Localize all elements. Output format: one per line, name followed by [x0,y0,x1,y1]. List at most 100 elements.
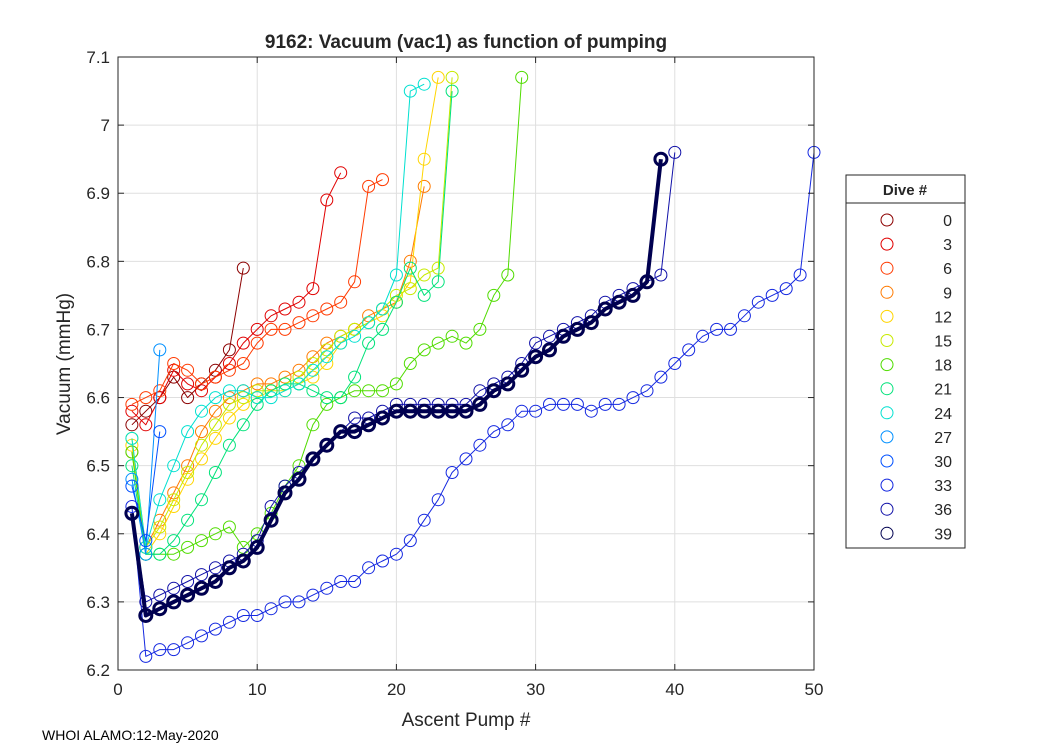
series-dive-39 [124,151,669,623]
data-point [278,302,292,316]
data-point [320,302,334,316]
data-point [236,336,250,350]
data-point [668,357,682,370]
legend-label: 15 [934,334,952,351]
y-axis-label: Vacuum (mmHg) [54,293,75,435]
data-point [236,540,250,554]
plot-frame [117,56,815,671]
data-point [278,322,292,336]
series-line-dive-15 [131,77,453,548]
data-point [181,377,195,391]
data-point [431,336,445,350]
data-point [181,466,195,479]
data-point [320,581,334,595]
data-point [320,350,334,364]
data-point [208,418,222,432]
data-point [779,282,793,296]
data-point [139,547,153,561]
data-point [389,547,403,561]
legend-item-dive-36: 36 [880,502,952,519]
data-point [639,274,655,290]
data-point [459,336,473,350]
data-point [348,275,362,289]
y-tick-label: 6.6 [86,389,110,408]
data-point [208,561,222,575]
data-point [472,396,488,412]
legend-label: 30 [934,454,952,471]
data-point [515,70,529,84]
chart-title: 9162: Vacuum (vac1) as function of pumpi… [265,32,667,53]
data-point [334,391,348,405]
footer-label: WHOI ALAMO:12-May-2020 [42,727,219,743]
x-tick-label: 10 [248,680,267,699]
data-point [167,581,181,595]
data-point [376,302,389,316]
data-point [376,173,389,187]
legend-item-dive-27: 27 [880,430,952,447]
data-point [236,609,250,622]
data-point [445,466,459,479]
data-point [376,309,389,323]
data-point [278,377,292,391]
data-point [334,166,348,180]
data-point [320,391,334,405]
data-point [208,363,222,377]
data-point [153,343,167,357]
y-tick-label: 6.7 [86,320,110,339]
data-point [125,404,139,418]
data-point [417,343,431,357]
data-point [654,370,668,384]
data-point [167,547,181,561]
data-point [515,404,529,418]
data-point [236,397,250,411]
data-point [195,384,208,398]
data-point [417,513,431,527]
data-point [125,418,139,432]
data-point [125,500,139,513]
data-point [555,328,571,344]
data-point [124,505,140,521]
data-point [348,384,362,398]
data-point [153,520,167,534]
data-point [139,391,153,405]
legend-marker-icon [880,406,894,420]
data-point [250,609,264,622]
data-point [264,391,278,405]
data-point [195,493,208,507]
data-point [529,404,543,418]
data-point [306,418,320,432]
legend-marker-icon [880,502,894,516]
data-point [487,288,501,302]
data-point [250,377,264,391]
data-point [765,288,779,302]
data-point [125,472,139,486]
y-tick-label: 6.5 [86,457,110,476]
legend-label: 0 [943,213,952,230]
data-point [264,377,278,391]
data-point [305,451,321,467]
data-point [264,322,278,336]
data-point [292,370,306,384]
data-point [682,343,696,357]
data-point [292,295,306,309]
data-point [459,452,473,466]
series-dive-24 [125,77,431,554]
data-point [236,384,250,398]
data-point [222,411,236,425]
data-point [235,553,251,569]
legend-label: 9 [943,285,952,302]
data-point [208,391,222,405]
data-point [236,357,250,370]
data-point [222,397,236,411]
series-line-dive-36 [131,152,676,603]
data-point [403,84,417,98]
series-line-dive-18 [131,77,523,555]
data-point [166,594,182,610]
series-line-dive-24 [131,83,425,548]
legend-marker-icon [880,430,894,444]
data-point [306,282,320,296]
data-point [139,534,153,548]
data-point [654,268,668,282]
data-point [431,493,445,507]
legend-item-dive-24: 24 [880,406,952,423]
